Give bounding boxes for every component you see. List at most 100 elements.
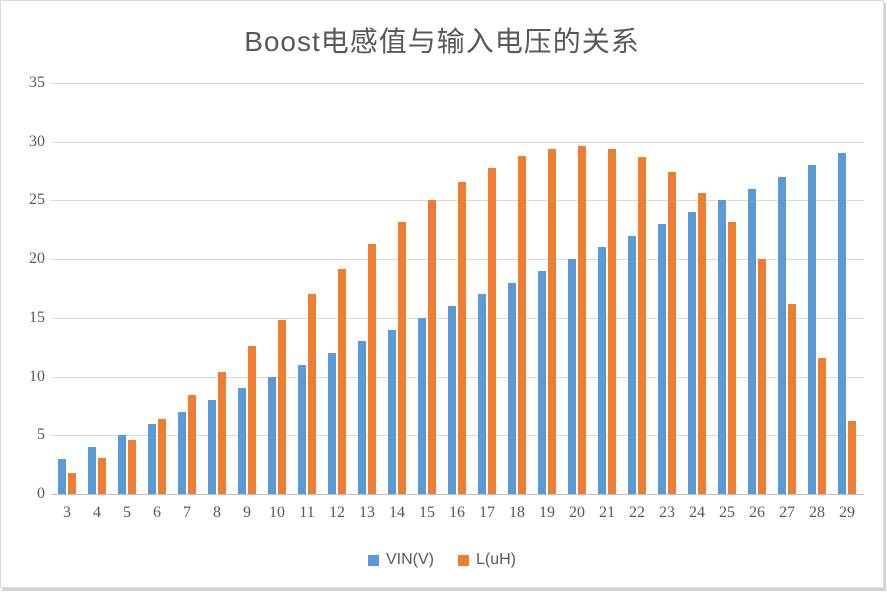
y-axis-tick-label: 5 bbox=[37, 426, 45, 444]
bar-luh bbox=[728, 221, 736, 494]
x-axis-tick-label: 23 bbox=[659, 504, 675, 521]
bar-luh bbox=[308, 294, 316, 494]
bar-luh bbox=[368, 243, 376, 494]
bar-vin bbox=[478, 294, 486, 494]
x-axis-tick-label: 7 bbox=[183, 504, 191, 521]
gridline bbox=[51, 83, 864, 84]
bar-luh bbox=[248, 346, 256, 494]
bar-vin bbox=[808, 165, 816, 494]
x-axis-tick-label: 29 bbox=[839, 504, 855, 521]
x-axis-tick-label: 21 bbox=[599, 504, 615, 521]
bar-vin bbox=[328, 353, 336, 494]
y-axis-tick-label: 35 bbox=[29, 74, 45, 91]
bar-vin bbox=[418, 317, 426, 494]
x-axis-tick-label: 12 bbox=[329, 504, 345, 521]
x-axis-tick-label: 16 bbox=[449, 504, 465, 521]
bar-luh bbox=[338, 268, 346, 494]
bar-luh bbox=[398, 221, 406, 494]
bar-vin bbox=[178, 411, 186, 494]
legend-swatch-luh bbox=[457, 554, 469, 566]
legend-item-luh: L(uH) bbox=[457, 551, 516, 569]
legend-label-luh: L(uH) bbox=[475, 551, 516, 568]
bar-vin bbox=[778, 176, 786, 494]
bar-luh bbox=[818, 357, 826, 494]
bar-luh bbox=[788, 303, 796, 494]
bar-luh bbox=[428, 200, 436, 494]
x-axis-tick-label: 20 bbox=[569, 504, 585, 521]
x-axis-tick-label: 27 bbox=[779, 504, 795, 521]
y-axis-tick-label: 20 bbox=[29, 250, 45, 268]
bar-vin bbox=[268, 376, 276, 494]
bar-luh bbox=[488, 167, 496, 494]
gridline bbox=[51, 141, 864, 143]
x-axis-tick-label: 26 bbox=[749, 504, 765, 521]
bar-vin bbox=[208, 400, 216, 494]
bar-luh bbox=[608, 148, 616, 494]
y-axis-tick-label: 30 bbox=[29, 132, 45, 150]
bar-luh bbox=[698, 193, 706, 494]
bar-luh bbox=[158, 418, 166, 494]
bar-luh bbox=[98, 457, 106, 494]
y-axis-tick-label: 0 bbox=[37, 485, 45, 502]
bar-vin bbox=[748, 188, 756, 494]
bar-vin bbox=[508, 282, 516, 494]
y-axis-tick-label: 15 bbox=[29, 308, 45, 326]
x-axis-tick-label: 8 bbox=[213, 504, 221, 521]
x-axis-tick-label: 13 bbox=[359, 504, 375, 521]
bar-vin bbox=[88, 447, 96, 494]
gridline bbox=[51, 259, 864, 261]
x-axis-tick-label: 19 bbox=[539, 504, 555, 521]
bar-luh bbox=[458, 181, 466, 494]
x-axis-tick-label: 10 bbox=[269, 504, 285, 521]
bar-vin bbox=[358, 341, 366, 494]
bar-vin bbox=[238, 388, 246, 494]
y-axis-tick-label: 10 bbox=[29, 367, 45, 385]
bar-vin bbox=[688, 212, 696, 494]
bar-luh bbox=[638, 156, 646, 494]
bar-vin bbox=[298, 364, 306, 494]
legend: VIN(V) L(uH) bbox=[1, 551, 883, 569]
gridline bbox=[51, 317, 864, 319]
x-axis-line bbox=[51, 494, 864, 495]
x-axis-tick-label: 6 bbox=[153, 504, 161, 521]
bar-luh bbox=[68, 472, 76, 494]
bar-luh bbox=[548, 148, 556, 494]
bar-luh bbox=[578, 146, 586, 494]
bar-luh bbox=[218, 371, 226, 494]
gridline bbox=[51, 435, 864, 437]
x-axis-tick-label: 28 bbox=[809, 504, 825, 521]
bar-luh bbox=[668, 172, 676, 494]
bar-vin bbox=[388, 329, 396, 494]
legend-swatch-vin bbox=[367, 554, 379, 566]
bar-vin bbox=[118, 435, 126, 494]
gridline bbox=[51, 200, 864, 202]
bar-luh bbox=[188, 395, 196, 494]
bar-vin bbox=[148, 423, 156, 494]
x-axis-tick-label: 11 bbox=[299, 504, 315, 521]
x-axis-tick-label: 5 bbox=[123, 504, 131, 521]
gridline bbox=[51, 376, 864, 378]
bar-vin bbox=[598, 247, 606, 494]
x-axis-tick-label: 24 bbox=[689, 504, 705, 521]
x-axis-tick-label: 25 bbox=[719, 504, 735, 521]
x-axis-tick-label: 4 bbox=[93, 504, 101, 521]
bar-vin bbox=[568, 259, 576, 494]
x-axis-tick-label: 22 bbox=[629, 504, 645, 521]
bar-luh bbox=[758, 259, 766, 494]
x-axis-tick-label: 9 bbox=[243, 504, 251, 521]
bar-vin bbox=[838, 153, 846, 494]
bar-luh bbox=[518, 155, 526, 494]
x-axis-tick-label: 14 bbox=[389, 504, 405, 521]
chart-title: Boost电感值与输入电压的关系 bbox=[244, 26, 640, 57]
x-axis-tick-label: 15 bbox=[419, 504, 435, 521]
bar-luh bbox=[128, 439, 136, 494]
bar-luh bbox=[848, 421, 856, 494]
x-axis-tick-label: 3 bbox=[63, 504, 71, 521]
y-axis-tick-label: 25 bbox=[29, 191, 45, 209]
bar-vin bbox=[448, 306, 456, 494]
